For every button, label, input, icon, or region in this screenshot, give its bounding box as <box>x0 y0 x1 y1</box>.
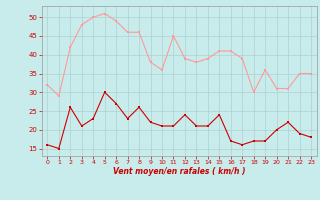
X-axis label: Vent moyen/en rafales ( km/h ): Vent moyen/en rafales ( km/h ) <box>113 167 245 176</box>
